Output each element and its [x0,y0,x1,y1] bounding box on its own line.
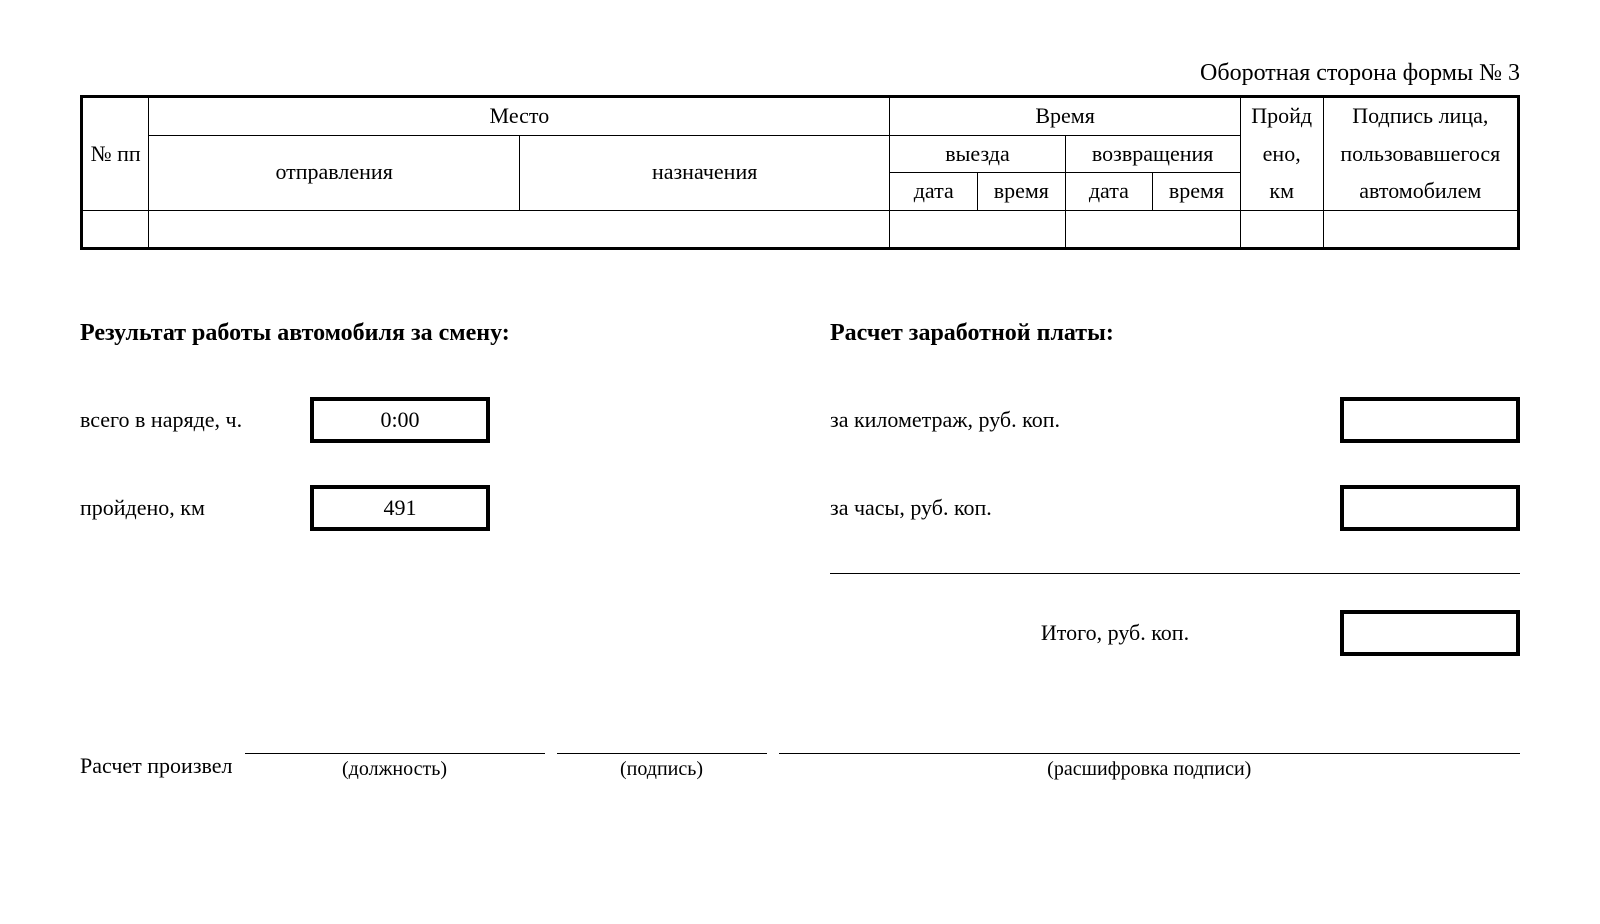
salary-title: Расчет заработной платы: [830,320,1520,347]
total-hours-label: всего в наряде, ч. [80,407,310,433]
cell-distance [1240,210,1323,248]
per-km-label: за километраж, руб. коп. [830,407,1340,433]
col-header-return-date: дата [1065,173,1153,211]
col-header-signature-2: пользовавшегося [1323,135,1518,173]
col-header-distance-1: Пройд [1240,97,1323,136]
total-hours-value: 0:00 [310,397,490,443]
cell-signature [1323,210,1518,248]
cell-place [149,210,890,248]
col-header-exit: выезда [890,135,1065,173]
per-hours-label: за часы, руб. коп. [830,495,1340,521]
distance-value: 491 [310,485,490,531]
signature-caption: (подпись) [620,758,703,781]
col-header-nn: № пп [82,97,149,211]
salary-divider [830,573,1520,574]
per-km-value [1340,397,1520,443]
form-header: Оборотная сторона формы № 3 [80,60,1520,87]
total-label: Итого, руб. коп. [830,620,1340,646]
total-value [1340,610,1520,656]
col-header-place: Место [149,97,890,136]
col-header-time: Время [890,97,1240,136]
distance-label: пройдено, км [80,495,310,521]
col-header-signature-1: Подпись лица, [1323,97,1518,136]
per-hours-value [1340,485,1520,531]
signature-row: Расчет произвел (должность) (подпись) (р… [80,728,1520,781]
col-header-distance-3: км [1240,173,1323,211]
cell-return [1065,210,1240,248]
position-line [245,728,545,754]
col-header-return: возвращения [1065,135,1240,173]
col-header-destination: назначения [519,135,890,210]
col-header-return-time: время [1153,173,1241,211]
results-section: Результат работы автомобиля за смену: вс… [80,320,770,698]
performed-by-label: Расчет произвел [80,753,233,781]
col-header-departure: отправления [149,135,520,210]
salary-section: Расчет заработной платы: за километраж, … [830,320,1520,698]
table-row [82,210,1519,248]
signature-line [557,728,767,754]
name-line [779,728,1520,754]
name-caption: (расшифровка подписи) [1047,758,1251,781]
cell-nn [82,210,149,248]
col-header-signature-3: автомобилем [1323,173,1518,211]
cell-exit [890,210,1065,248]
results-title: Результат работы автомобиля за смену: [80,320,770,347]
col-header-exit-date: дата [890,173,978,211]
col-header-distance-2: ено, [1240,135,1323,173]
col-header-exit-time: время [978,173,1066,211]
trips-table: № пп Место Время Пройд Подпись лица, отп… [80,95,1520,250]
position-caption: (должность) [342,758,447,781]
